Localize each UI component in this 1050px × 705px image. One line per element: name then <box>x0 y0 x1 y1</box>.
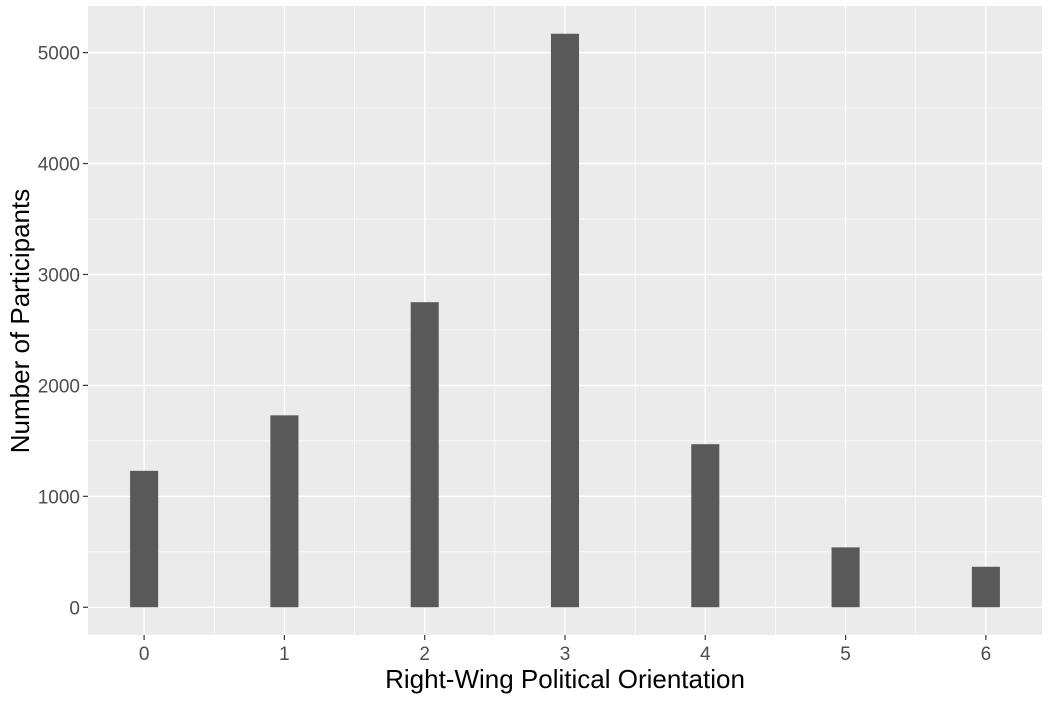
bar-3 <box>550 33 580 608</box>
x-tick-label: 5 <box>840 644 851 665</box>
bar-2 <box>410 302 439 608</box>
bar-1 <box>270 415 299 608</box>
y-tick-label: 1000 <box>38 487 80 508</box>
bars <box>130 33 1000 608</box>
y-tick-label: 3000 <box>38 265 80 286</box>
y-axis-title: Number of Participants <box>5 189 35 453</box>
bar-4 <box>691 444 720 608</box>
bar-0 <box>130 470 159 608</box>
y-axis-ticks: 0 1000 2000 3000 4000 5000 <box>38 44 88 619</box>
y-tick-label: 2000 <box>38 376 80 397</box>
x-tick-label: 4 <box>700 644 711 665</box>
x-tick-label: 2 <box>419 644 430 665</box>
x-tick-label: 6 <box>981 644 992 665</box>
x-tick-label: 0 <box>139 644 150 665</box>
y-tick-label: 5000 <box>38 44 80 65</box>
bar-5 <box>831 547 860 608</box>
bar-6 <box>971 566 1000 608</box>
y-tick-label: 0 <box>69 598 80 619</box>
x-axis-ticks: 0 1 2 3 4 5 6 <box>139 635 991 665</box>
x-axis-title: Right-Wing Political Orientation <box>385 664 745 694</box>
y-tick-label: 4000 <box>38 155 80 176</box>
x-tick-label: 1 <box>279 644 290 665</box>
x-tick-label: 3 <box>560 644 571 665</box>
